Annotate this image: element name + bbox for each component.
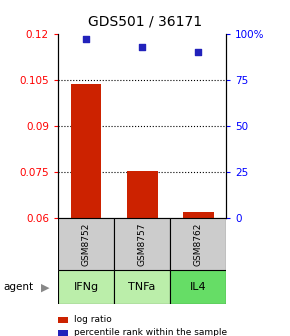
Bar — [183, 212, 213, 218]
Point — [140, 44, 144, 49]
Text: log ratio: log ratio — [74, 315, 112, 324]
Text: agent: agent — [3, 282, 33, 292]
Bar — [58, 330, 68, 336]
Text: GSM8757: GSM8757 — [137, 223, 147, 266]
Text: IL4: IL4 — [190, 282, 206, 292]
Point — [84, 36, 88, 42]
Bar — [170, 270, 226, 304]
Text: TNFa: TNFa — [128, 282, 156, 292]
Bar — [127, 171, 157, 218]
Text: GSM8762: GSM8762 — [194, 223, 203, 266]
Bar — [170, 218, 226, 270]
Text: GSM8752: GSM8752 — [81, 223, 90, 266]
Point — [196, 49, 200, 55]
Bar — [58, 317, 68, 323]
Text: GDS501 / 36171: GDS501 / 36171 — [88, 15, 202, 29]
Text: ▶: ▶ — [41, 282, 49, 292]
Bar — [70, 84, 102, 218]
Bar — [58, 270, 114, 304]
Bar — [114, 218, 170, 270]
Bar — [114, 270, 170, 304]
Bar — [58, 218, 114, 270]
Text: percentile rank within the sample: percentile rank within the sample — [74, 329, 227, 336]
Text: IFNg: IFNg — [73, 282, 99, 292]
